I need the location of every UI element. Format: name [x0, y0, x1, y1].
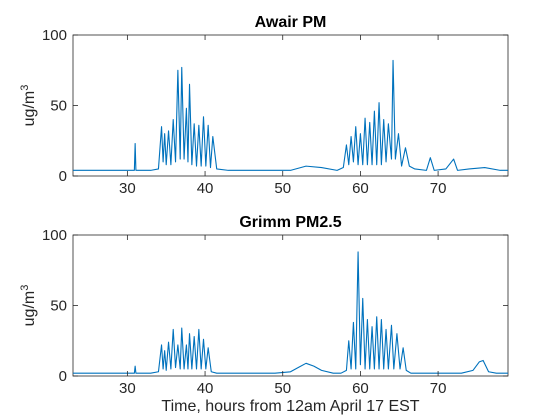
- panel-1-series-line: [73, 59, 508, 171]
- panel-2-title: Grimm PM2.5: [239, 214, 341, 231]
- panel-2-xtick-label: 70: [430, 380, 447, 397]
- panel-2-series-line: [73, 251, 508, 374]
- panel-2-ylabel-superscript: 3: [19, 285, 31, 291]
- panel-1-xtick-label: 60: [352, 180, 369, 197]
- panel-2-ylabel-base: ug/m: [21, 291, 38, 327]
- panel-2-xtick-label: 50: [274, 380, 291, 397]
- panel-1-ytick-label: 100: [42, 27, 67, 44]
- panel-1-ytick-label: 0: [59, 168, 67, 185]
- panel-2-xlabel: Time, hours from 12am April 17 EST: [161, 398, 419, 415]
- panel-1-ytick-label: 50: [50, 98, 67, 115]
- panel-1-xtick-label: 30: [119, 180, 136, 197]
- panel-2-ylabel: ug/m3: [19, 285, 38, 327]
- panel-2-axes-box: [72, 234, 509, 377]
- panel-1-ylabel-superscript: 3: [19, 85, 31, 91]
- panel-2-ytick-label: 50: [50, 298, 67, 315]
- panel-1-xtick-label: 50: [274, 180, 291, 197]
- panel-1-ylabel-base: ug/m: [21, 91, 38, 127]
- panel-2-ytick-label: 100: [42, 227, 67, 244]
- panel-2-xtick-label: 30: [119, 380, 136, 397]
- panel-1: 30 40 50 60 70 0 50 100 Awair PM ug/m3: [19, 14, 509, 197]
- panel-2-ytick-label: 0: [59, 368, 67, 385]
- panel-2-xtick-label: 40: [197, 380, 214, 397]
- panel-1-ylabel: ug/m3: [19, 85, 38, 127]
- panel-1-axes-box: [72, 34, 509, 177]
- panel-1-xtick-label: 40: [197, 180, 214, 197]
- panel-1-xtick-label: 70: [430, 180, 447, 197]
- panel-2-xtick-label: 60: [352, 380, 369, 397]
- panel-1-title: Awair PM: [255, 14, 327, 31]
- panel-2: 30 40 50 60 70 0 50 100 Grimm PM2.5 ug/m3 Time, ho…: [19, 214, 509, 415]
